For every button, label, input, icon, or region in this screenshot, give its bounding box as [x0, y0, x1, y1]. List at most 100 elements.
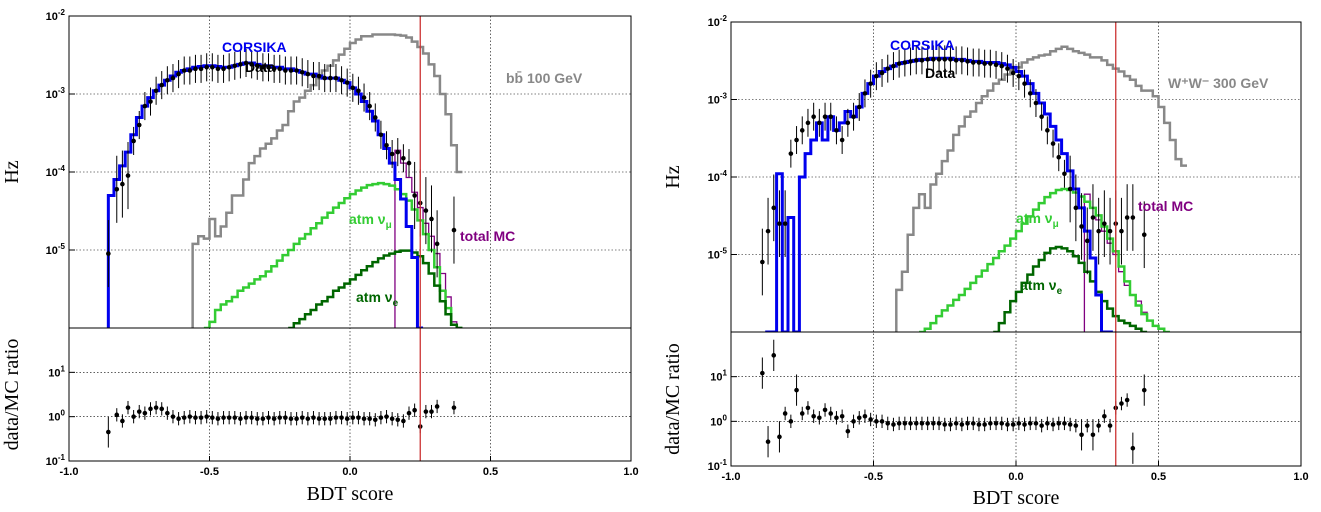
x-tick-label: -1.0 — [722, 471, 741, 483]
data-point — [1141, 232, 1147, 238]
ratio-point — [148, 406, 153, 412]
y-tick-label: 10-2 — [708, 14, 728, 29]
data-point — [181, 68, 187, 73]
ratio-point — [976, 422, 982, 427]
data-point — [959, 58, 965, 63]
ratio-point — [1062, 421, 1067, 426]
ratio-point — [948, 422, 953, 427]
y-tick-label: 100 — [710, 413, 727, 428]
ratio-point — [316, 416, 322, 421]
ratio-point — [982, 422, 987, 427]
ratio-point — [970, 421, 976, 426]
corsika-series-line — [765, 56, 1113, 332]
data-point — [1107, 228, 1113, 234]
ratio-point — [226, 415, 232, 420]
ratio-point — [817, 415, 822, 421]
ratio-point — [136, 409, 142, 414]
ratio-point — [260, 416, 266, 421]
ratio-point — [451, 405, 457, 410]
ratio-point — [885, 421, 891, 426]
y-tick-label: 10-5 — [46, 242, 66, 257]
ratio-point — [1022, 422, 1027, 427]
data-point — [210, 64, 215, 70]
ratio-point — [361, 416, 367, 421]
ratio-point — [1102, 413, 1107, 419]
x-tick-label: 1.0 — [1293, 471, 1308, 483]
ratio-point — [254, 416, 260, 421]
y-axis-title-top: Hz — [1, 160, 23, 183]
ratio-point — [198, 415, 204, 420]
ratio-point — [232, 415, 238, 420]
ratio-point — [771, 353, 777, 358]
ratio-point — [919, 421, 925, 426]
data-point — [1039, 114, 1044, 119]
data-point — [384, 142, 389, 148]
signal-label: bb̄ 100 GeV — [506, 69, 583, 86]
data-point — [936, 57, 942, 62]
ratio-point — [1090, 432, 1096, 438]
data-point — [401, 155, 406, 161]
data-point — [851, 114, 856, 119]
data-point — [948, 57, 953, 62]
ratio-point — [805, 405, 811, 411]
data-point — [367, 103, 372, 109]
ratio-point — [1033, 421, 1039, 426]
ratio-point — [378, 415, 384, 420]
ratio-point — [1141, 387, 1147, 393]
data-point — [828, 114, 834, 119]
data-point — [931, 57, 936, 62]
ratio-point — [215, 416, 221, 421]
y-axis-title-bottom: data/MC ratio — [662, 343, 684, 455]
ratio-point — [243, 415, 249, 420]
data-point — [361, 95, 367, 100]
signal-series-line — [895, 45, 1187, 332]
data-point — [165, 77, 170, 83]
ratio-point — [811, 413, 816, 419]
data-point — [1005, 66, 1010, 71]
data-point — [1045, 128, 1050, 133]
y-tick-label: 10-3 — [46, 86, 66, 101]
ratio-point — [106, 429, 111, 435]
data-point — [204, 64, 209, 70]
data-point — [834, 128, 839, 133]
ratio-point — [305, 416, 311, 421]
ratio-point — [1045, 421, 1050, 426]
data-point — [254, 63, 260, 69]
ratio-point — [1130, 445, 1136, 451]
data-point — [902, 60, 908, 65]
data-point — [260, 64, 266, 70]
ratio-point — [339, 415, 344, 420]
data-point — [1056, 154, 1062, 160]
ratio-point — [1039, 423, 1044, 428]
y-tick-label: 100 — [48, 409, 65, 424]
ratio-point — [851, 419, 856, 424]
data-point — [243, 60, 249, 66]
data-point — [294, 68, 299, 73]
data-point — [215, 66, 221, 72]
data-point — [406, 160, 412, 166]
x-tick-label: 1.0 — [623, 466, 638, 478]
ratio-point — [1005, 422, 1010, 427]
data-point — [1027, 91, 1033, 96]
ratio-point — [153, 405, 159, 410]
data-point — [822, 114, 828, 119]
ratio-point — [142, 410, 148, 416]
data-point — [153, 88, 159, 94]
y-tick-label: 10-4 — [46, 164, 66, 179]
data-point — [856, 104, 862, 110]
x-tick-label: -0.5 — [864, 471, 883, 483]
ratio-point — [238, 416, 243, 421]
ratio-point — [288, 416, 294, 421]
data-point — [1124, 215, 1130, 220]
corsika-label: CORSIKA — [222, 39, 287, 55]
nue-label: atm νe — [1020, 277, 1063, 297]
ratio-point — [839, 413, 845, 419]
ratio-point — [322, 416, 328, 421]
ratio-point — [350, 415, 356, 420]
y-axis-title-bottom: data/MC ratio — [1, 339, 23, 451]
ratio-point — [782, 411, 788, 416]
ratio-point — [125, 405, 131, 410]
data-point — [120, 181, 125, 187]
x-tick-label: 0.0 — [1008, 471, 1023, 483]
x-tick-label: 0.0 — [342, 466, 357, 478]
